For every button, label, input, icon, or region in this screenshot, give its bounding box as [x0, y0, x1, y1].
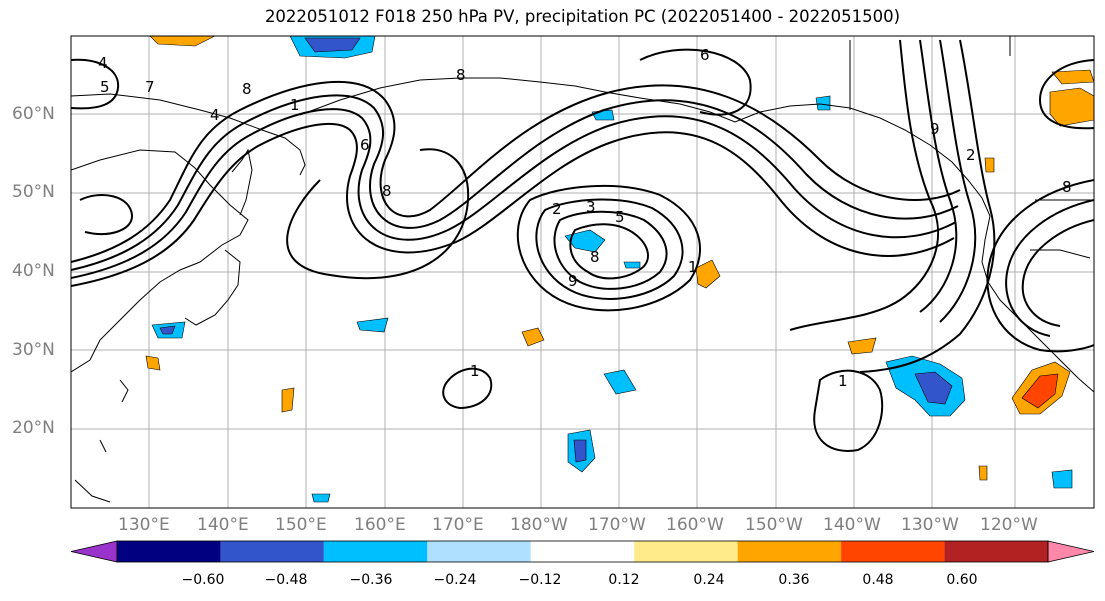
contour-label: 1 [688, 258, 698, 276]
colorbar-tick-label: −0.12 [518, 572, 562, 588]
lat-label: 50°N [12, 182, 55, 202]
contour-label: 8 [590, 248, 600, 266]
colorbar-tick-label: 0.24 [693, 572, 725, 588]
lat-label: 30°N [12, 340, 55, 360]
map-title: 2022051012 F018 250 hPa PV, precipitatio… [264, 7, 901, 26]
contour-label: 5 [100, 78, 110, 96]
lat-label: 40°N [12, 261, 55, 281]
contour-label: 2 [552, 200, 562, 218]
contour-label: 6 [700, 46, 710, 64]
lon-label: 160°W [666, 515, 724, 535]
contour-labels: 1 1 1 1 2 2 3 4 4 5 5 6 6 7 8 8 8 8 8 9 … [98, 46, 1072, 390]
colorbar [70, 540, 1095, 563]
contour-label: 2 [966, 146, 976, 164]
colorbar-border [116, 540, 1049, 563]
colorbar-segment [427, 541, 531, 562]
contour-label: 3 [586, 198, 596, 216]
lon-label: 170°E [432, 515, 484, 535]
colorbar-tick-label: 0.60 [946, 572, 978, 588]
colorbar-extend-max [1047, 540, 1095, 563]
graticule [71, 36, 1094, 508]
lon-label: 150°E [275, 515, 327, 535]
contour-label: 1 [470, 362, 480, 380]
pv-contours [71, 39, 1094, 452]
lat-label: 60°N [12, 104, 55, 124]
colorbar-tick-label: 0.12 [608, 572, 640, 588]
colorbar-segment [737, 541, 842, 562]
colorbar-segment [841, 541, 945, 562]
contour-label: 9 [930, 120, 940, 138]
precip-shading [145, 36, 1094, 503]
contour-label: 8 [242, 80, 252, 98]
contour-label: 8 [1062, 178, 1072, 196]
contour-label: 4 [210, 106, 220, 124]
colorbar-tick-label: 0.36 [778, 572, 810, 588]
colorbar-tick-label: −0.48 [264, 572, 308, 588]
colorbar-segment [323, 541, 428, 562]
lon-label: 170°W [588, 515, 646, 535]
colorbar-tick-label: 0.48 [862, 572, 894, 588]
colorbar-segment [530, 541, 635, 562]
lon-label: 150°W [745, 515, 803, 535]
colorbar-tick-label: −0.60 [181, 572, 225, 588]
lon-label: 180°W [510, 515, 568, 535]
colorbar-tick-label: −0.24 [433, 572, 477, 588]
lon-label: 160°E [354, 515, 406, 535]
colorbar-extend-min [70, 540, 118, 563]
contour-label: 9 [568, 272, 578, 290]
contour-label: 1 [838, 372, 848, 390]
contour-label: 7 [145, 78, 155, 96]
lon-label: 130°E [118, 515, 170, 535]
lon-label: 140°W [823, 515, 881, 535]
lat-label: 20°N [12, 418, 55, 438]
map-frame [70, 35, 1095, 509]
contour-label: 1 [290, 96, 300, 114]
lon-label: 130°W [901, 515, 959, 535]
colorbar-segment [220, 541, 324, 562]
contour-label: 5 [615, 208, 625, 226]
lon-label: 140°E [197, 515, 249, 535]
contour-label: 8 [456, 66, 466, 84]
coastlines [71, 36, 1094, 503]
contour-label: 6 [360, 136, 370, 154]
colorbar-segment [944, 541, 1048, 562]
colorbar-segment [117, 541, 221, 562]
contour-label: 4 [98, 54, 108, 72]
contour-label: 8 [382, 182, 392, 200]
colorbar-tick-label: −0.36 [349, 572, 393, 588]
colorbar-segment [634, 541, 738, 562]
lon-label: 120°W [980, 515, 1038, 535]
